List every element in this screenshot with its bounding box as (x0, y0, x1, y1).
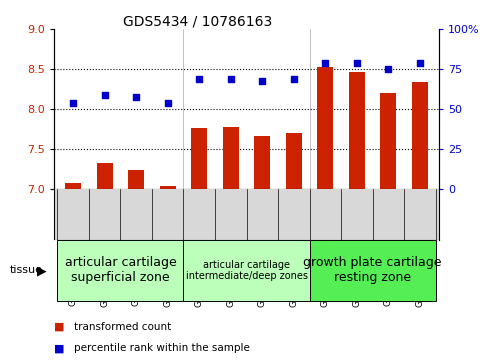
Bar (317, 68, 333, 189)
Text: growth plate cartilage
resting zone: growth plate cartilage resting zone (303, 256, 442, 285)
Bar (412, 82, 428, 189)
Bar (128, 170, 144, 189)
Text: articular cartilage
superficial zone: articular cartilage superficial zone (65, 256, 176, 285)
Bar (191, 128, 207, 189)
Point (195, 76, 203, 81)
Text: transformed count: transformed count (74, 322, 171, 332)
Point (258, 78, 266, 84)
Text: ■: ■ (54, 322, 65, 332)
Bar (381, 93, 396, 189)
Bar (183, 240, 310, 301)
Point (290, 77, 298, 82)
Bar (349, 72, 365, 189)
Bar (254, 136, 270, 189)
Point (416, 61, 424, 66)
Point (101, 91, 108, 97)
Bar (97, 163, 112, 189)
Bar (65, 183, 81, 189)
Bar (310, 240, 436, 301)
Point (132, 94, 140, 100)
Point (227, 77, 235, 82)
Point (321, 60, 329, 65)
Bar (286, 133, 302, 189)
Text: percentile rank within the sample: percentile rank within the sample (74, 343, 250, 354)
Text: ▶: ▶ (37, 264, 47, 277)
Point (385, 66, 392, 72)
Bar (223, 127, 239, 189)
Point (164, 101, 172, 106)
Point (69, 99, 77, 105)
Text: articular cartilage
intermediate/deep zones: articular cartilage intermediate/deep zo… (185, 260, 308, 281)
Text: tissue: tissue (10, 265, 43, 276)
Point (353, 60, 361, 65)
Bar (160, 185, 176, 189)
Text: GDS5434 / 10786163: GDS5434 / 10786163 (123, 15, 272, 29)
Bar (57, 240, 183, 301)
Text: ■: ■ (54, 343, 65, 354)
